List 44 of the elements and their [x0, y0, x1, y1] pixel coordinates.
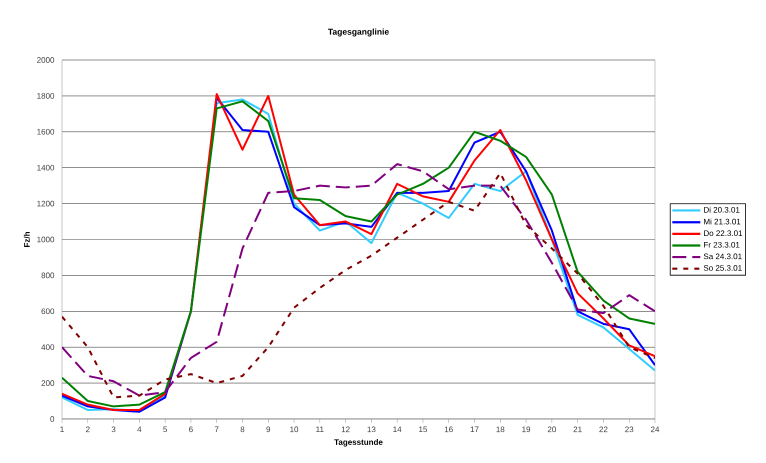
- y-tick-label: 1000: [37, 236, 54, 242]
- x-tick-label: 2: [86, 426, 90, 432]
- x-tick-label: 9: [266, 426, 270, 432]
- legend-label: Fr 23.3.01: [704, 242, 740, 248]
- x-tick-label: 19: [522, 426, 530, 432]
- y-tick-label: 400: [41, 344, 54, 350]
- y-tick-label: 1200: [37, 200, 54, 206]
- x-tick-label: 10: [290, 426, 298, 432]
- x-tick-label: 22: [599, 426, 608, 432]
- y-axis-title: Fz/h: [24, 232, 30, 247]
- chart-title: Tagesganglinie: [328, 28, 389, 36]
- x-tick-label: 1: [60, 426, 64, 432]
- legend-label: Sa 24.3.01: [704, 254, 742, 260]
- legend-label: So 25.3.01: [704, 265, 742, 271]
- x-tick-label: 21: [574, 426, 582, 432]
- y-tick-label: 600: [42, 308, 54, 314]
- x-axis-title: Tagesstunde: [334, 439, 383, 447]
- x-tick-label: 14: [393, 426, 402, 432]
- y-tick-label: 1800: [37, 93, 54, 99]
- legend-label: Di 20.3.01: [704, 206, 740, 213]
- y-tick-label: 0: [50, 416, 54, 422]
- x-tick-label: 20: [548, 426, 556, 432]
- legend-label: Mi 21.3.01: [704, 218, 740, 224]
- x-tick-label: 4: [137, 426, 142, 432]
- x-tick-label: 13: [368, 426, 376, 432]
- y-tick-label: 2000: [37, 57, 54, 63]
- x-tick-label: 11: [316, 426, 324, 432]
- x-tick-label: 5: [163, 426, 168, 432]
- x-tick-label: 8: [240, 426, 244, 432]
- x-tick-label: 17: [470, 426, 479, 432]
- y-tick-label: 1400: [37, 164, 54, 171]
- x-tick-label: 23: [625, 426, 634, 432]
- x-tick-label: 16: [444, 426, 453, 432]
- x-tick-label: 6: [189, 426, 193, 432]
- y-tick-label: 200: [42, 380, 54, 386]
- x-tick-label: 18: [496, 426, 504, 432]
- legend-label: Do 22.3.01: [704, 230, 742, 236]
- x-tick-label: 3: [112, 426, 116, 432]
- x-tick-label: 15: [419, 426, 428, 432]
- x-tick-label: 12: [342, 426, 350, 432]
- x-tick-label: 24: [650, 426, 660, 432]
- y-tick-label: 800: [41, 272, 54, 278]
- y-tick-label: 1600: [37, 128, 54, 135]
- x-tick-label: 7: [214, 426, 219, 432]
